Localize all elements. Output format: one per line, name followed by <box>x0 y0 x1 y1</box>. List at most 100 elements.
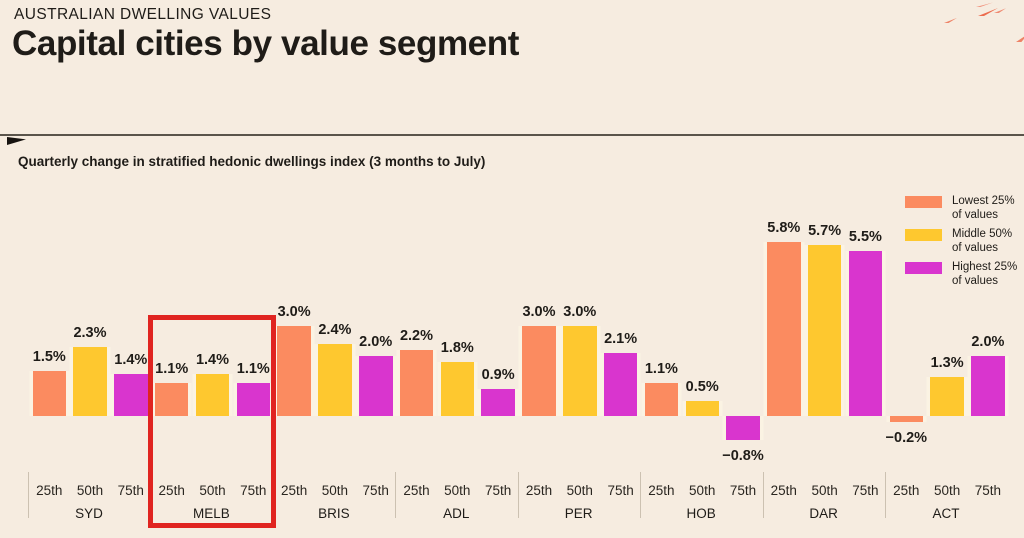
bar-value-label: 2.1% <box>604 331 638 347</box>
bar <box>767 242 801 416</box>
bar-value-label: 5.8% <box>767 220 801 236</box>
triangle-icon <box>978 8 998 16</box>
percentile-label: 50th <box>199 483 226 498</box>
bar-value-label: 1.5% <box>32 349 66 365</box>
group-separator <box>762 472 764 518</box>
legend-label-line1: Highest 25% <box>952 261 1018 273</box>
percentile-label: 50th <box>811 483 838 498</box>
bar-value-label: 2.2% <box>399 328 434 344</box>
bar <box>440 362 475 416</box>
bar-value-label: 2.0% <box>359 334 393 350</box>
bar <box>971 356 1005 416</box>
percentile-label: 25th <box>280 483 308 498</box>
percentile-label: 50th <box>566 483 593 498</box>
bar-value-label: 1.1% <box>644 361 678 377</box>
bar-value-label: 3.0% <box>277 304 311 320</box>
bar <box>930 377 964 416</box>
percentile-label: 75th <box>484 483 512 498</box>
bar <box>522 326 556 416</box>
triangle-icon <box>944 17 957 23</box>
bar-value-label: 1.8% <box>440 340 474 356</box>
percentile-label: 25th <box>893 483 920 498</box>
percentile-label: 25th <box>525 483 553 498</box>
legend-label-line1: Lowest 25% <box>952 195 1015 207</box>
group-separator <box>640 472 642 518</box>
bar <box>399 350 434 416</box>
percentile-label: 75th <box>607 483 634 498</box>
highlight-box <box>147 315 276 528</box>
city-label: MELB <box>193 506 230 521</box>
bar-value-label: 1.4% <box>195 352 230 368</box>
city-label: DAR <box>809 506 838 521</box>
percentile-label: 75th <box>974 483 1002 498</box>
city-label: BRIS <box>318 506 350 521</box>
bar <box>359 356 393 416</box>
triangle-icon <box>1016 34 1024 42</box>
percentile-label: 75th <box>852 483 879 498</box>
bar <box>603 353 638 416</box>
bar-value-label: 2.3% <box>73 325 107 341</box>
page-title: Capital cities by value segment <box>12 24 519 63</box>
percentile-label: 50th <box>933 483 961 498</box>
bar <box>563 326 597 416</box>
percentile-label: 25th <box>648 483 675 498</box>
percentile-label: 75th <box>240 483 267 498</box>
legend-item: Lowest 25% of values <box>905 194 1015 222</box>
bar <box>114 374 148 416</box>
bar-value-label: −0.2% <box>885 430 928 446</box>
bar-value-label: 1.1% <box>155 361 189 377</box>
chart-subtitle: Quarterly change in stratified hedonic d… <box>18 154 486 169</box>
bar-value-label: 5.5% <box>848 229 882 245</box>
legend-swatch <box>905 229 942 241</box>
legend-swatch <box>905 196 942 208</box>
bar-value-label: 2.4% <box>318 322 352 338</box>
city-label: PER <box>564 506 593 521</box>
group-separator <box>28 472 29 518</box>
group-separator <box>885 472 886 518</box>
legend-label-line2: of values <box>952 209 999 221</box>
legend-swatch <box>905 262 942 274</box>
legend-label: Highest 25% of values <box>952 260 1017 288</box>
bar <box>154 383 189 416</box>
city-label: SYD <box>75 506 103 521</box>
percentile-label: 75th <box>117 483 144 498</box>
bar <box>73 347 107 416</box>
percentile-label: 50th <box>76 483 104 498</box>
legend-label: Middle 50% of values <box>952 227 1012 255</box>
legend-label: Lowest 25% of values <box>952 194 1015 222</box>
triangle-icon <box>976 2 993 7</box>
percentile-label: 25th <box>403 483 430 498</box>
bar-value-label: 0.5% <box>685 379 719 395</box>
percentile-label: 75th <box>729 483 757 498</box>
triangle-icon <box>994 8 1006 13</box>
group-separator <box>517 472 519 518</box>
bar-value-label: 1.3% <box>930 355 964 371</box>
bar <box>195 374 230 416</box>
percentile-label: 50th <box>321 483 349 498</box>
bar-value-label: 0.9% <box>481 367 515 383</box>
bar <box>318 344 352 416</box>
bar <box>277 326 311 416</box>
bar <box>685 401 719 416</box>
bar-value-label: 1.4% <box>114 352 148 368</box>
percentile-label: 25th <box>770 483 797 498</box>
bar-value-label: −0.8% <box>722 448 764 464</box>
bar <box>236 383 270 416</box>
group-separator <box>395 472 397 518</box>
legend-label-line1: Middle 50% <box>952 228 1013 240</box>
percentile-label: 75th <box>362 483 389 498</box>
bar-value-label: 5.7% <box>808 223 842 239</box>
eyebrow-label: AUSTRALIAN DWELLING VALUES <box>14 6 272 23</box>
percentile-label: 50th <box>689 483 716 498</box>
bar <box>807 245 842 416</box>
legend-label-line2: of values <box>952 275 999 287</box>
legend-item: Highest 25% of values <box>905 260 1017 288</box>
bar <box>889 416 923 422</box>
percentile-label: 25th <box>36 483 63 498</box>
city-label: HOB <box>686 506 716 521</box>
bar-value-label: 1.1% <box>236 361 270 377</box>
bar-value-label: 2.0% <box>971 334 1005 350</box>
bar <box>848 251 883 416</box>
divider-line <box>0 134 1024 136</box>
